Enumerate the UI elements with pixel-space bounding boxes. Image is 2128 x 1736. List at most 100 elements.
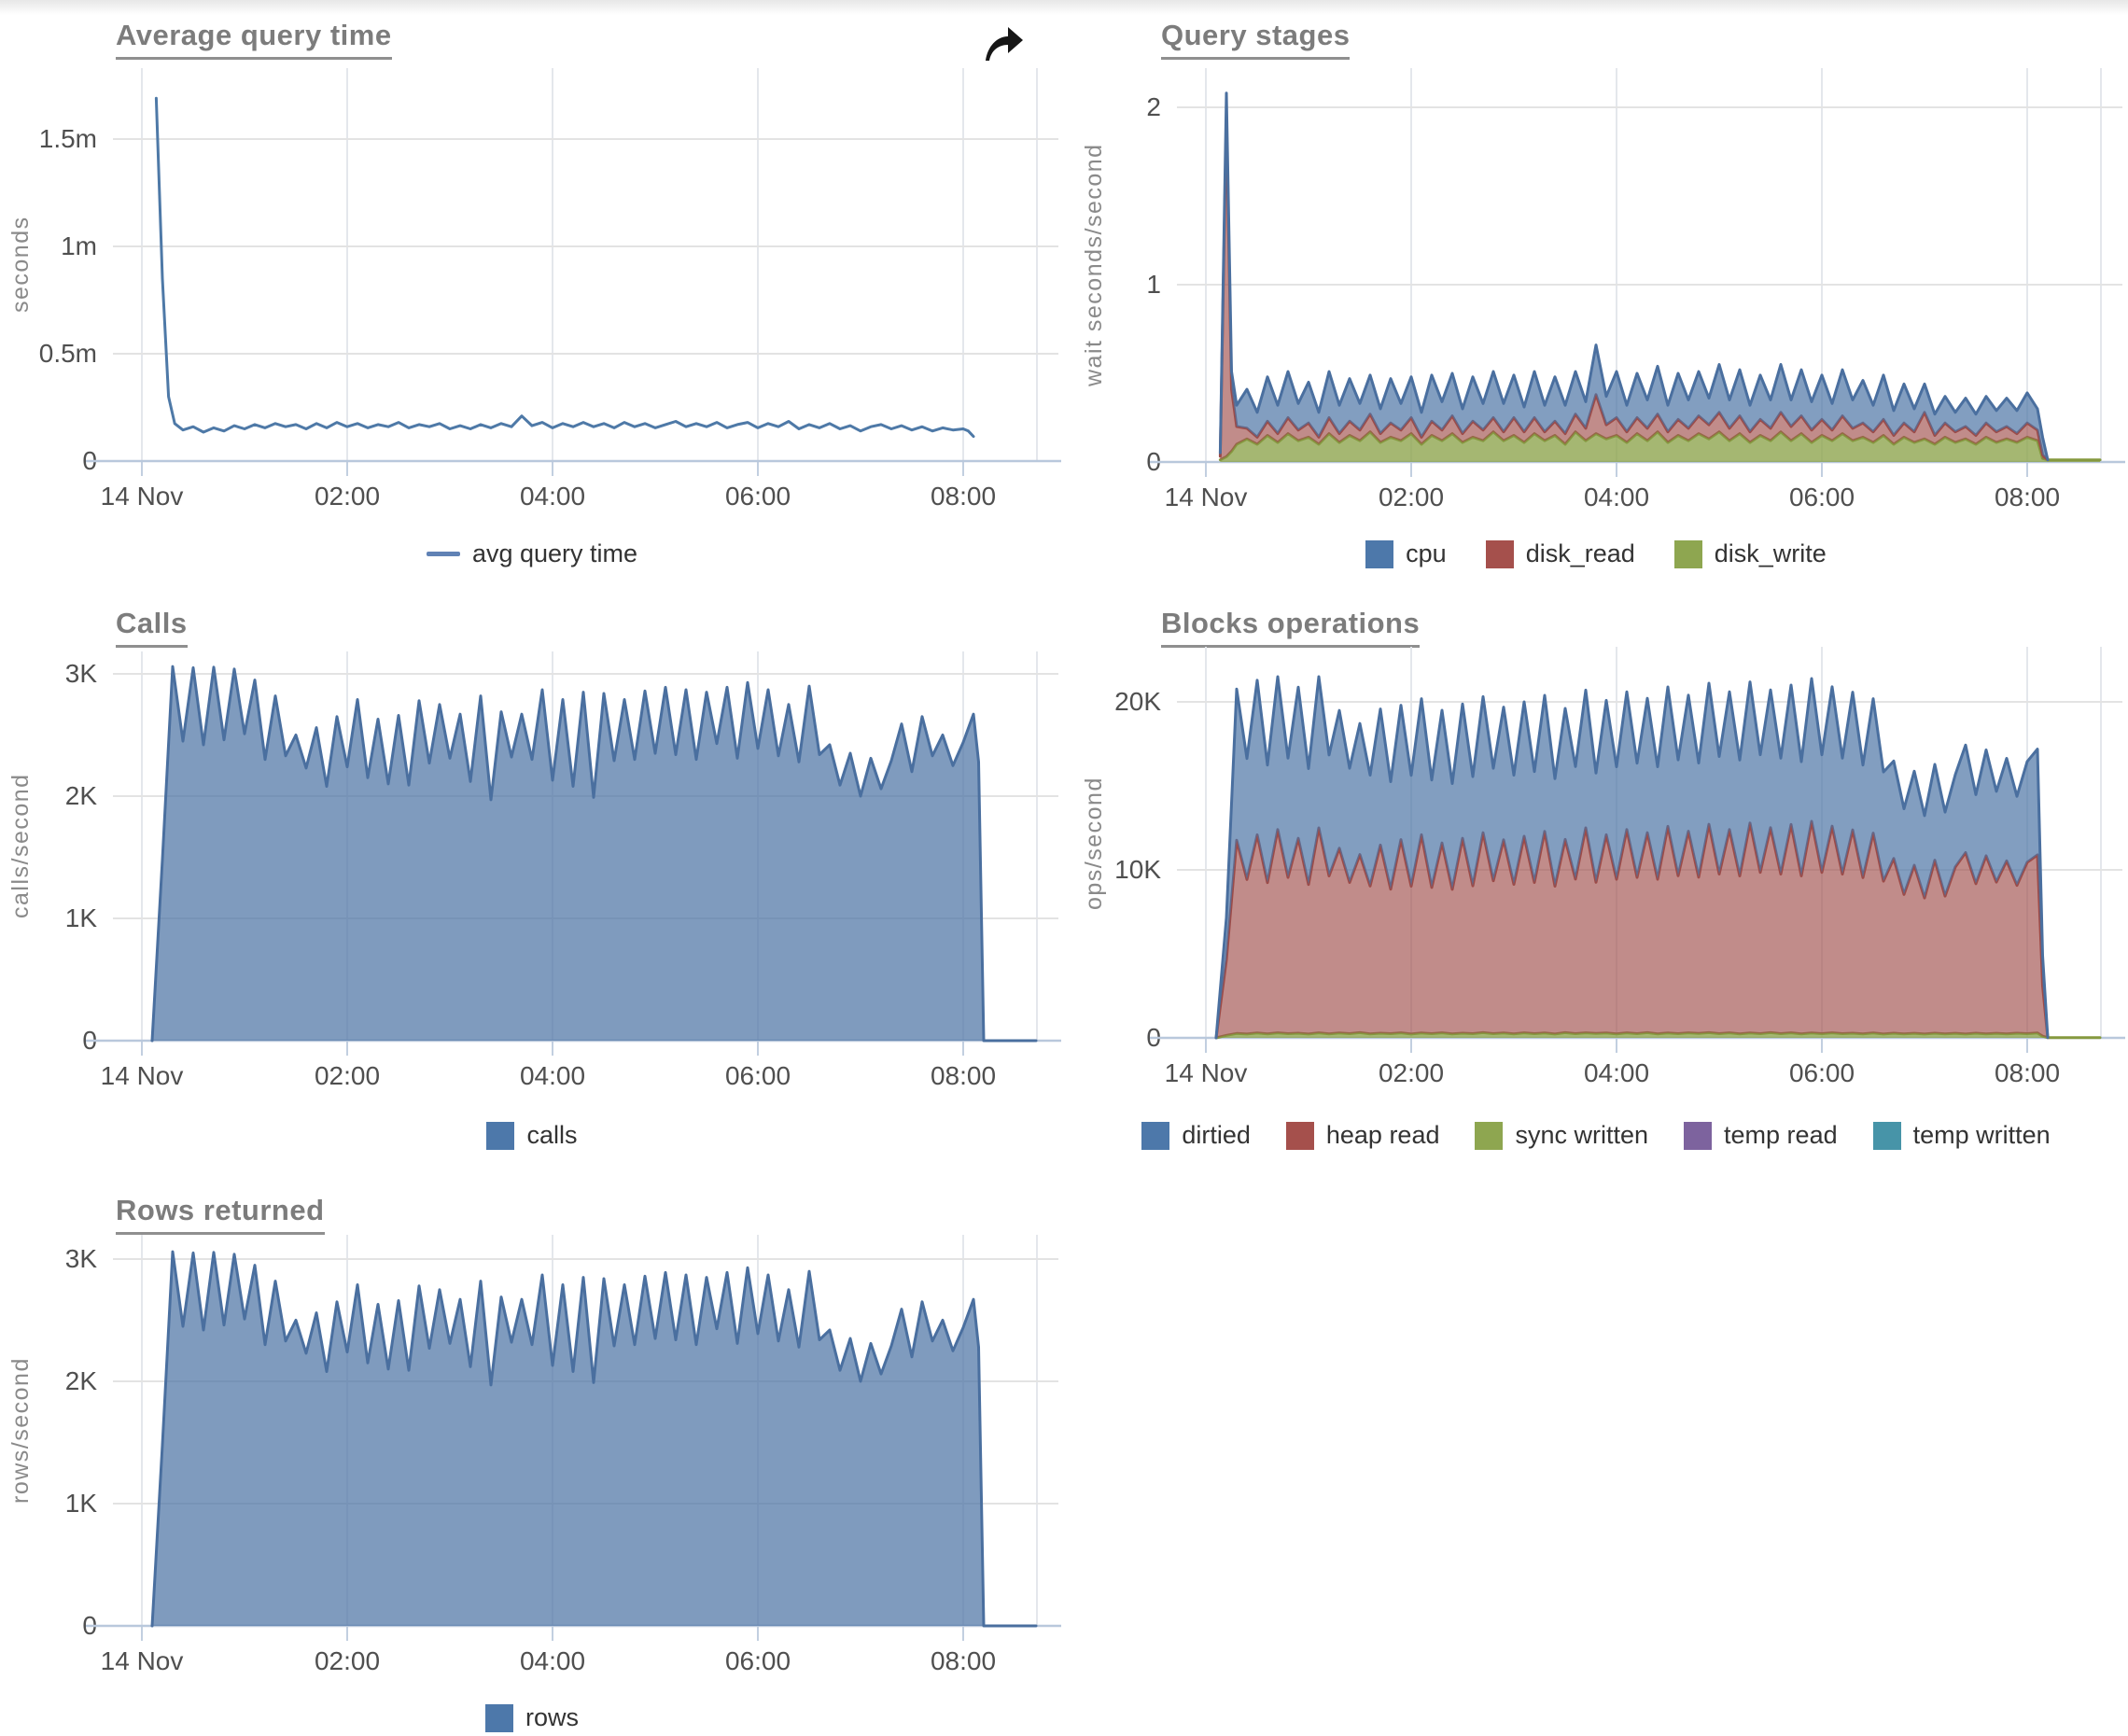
y-tick-label: 1K bbox=[65, 903, 98, 932]
y-tick-label: 3K bbox=[65, 659, 98, 688]
series-area-calls bbox=[152, 666, 1036, 1041]
y-tick-label: 2 bbox=[1146, 92, 1161, 121]
x-tick-label: 04:00 bbox=[520, 1061, 585, 1090]
y-tick-label: 20K bbox=[1114, 687, 1161, 716]
x-tick-label: 06:00 bbox=[1789, 483, 1855, 511]
series-edge-sync-written bbox=[1214, 1030, 2102, 1040]
legend-label: temp read bbox=[1724, 1121, 1838, 1149]
legend-swatch bbox=[1673, 539, 1702, 568]
legend-item-rows[interactable]: rows bbox=[484, 1703, 579, 1732]
legend-label: cpu bbox=[1406, 539, 1447, 567]
x-tick-label: 06:00 bbox=[1789, 1058, 1855, 1087]
y-tick-label: 1K bbox=[65, 1489, 98, 1518]
legend-swatch bbox=[484, 1703, 513, 1732]
legend-swatch bbox=[1475, 1121, 1504, 1150]
chart-legend: rows bbox=[0, 1703, 1064, 1732]
legend-swatch bbox=[486, 1121, 515, 1150]
legend-item-dirtied[interactable]: dirtied bbox=[1141, 1121, 1251, 1150]
legend-item-calls[interactable]: calls bbox=[486, 1121, 578, 1150]
y-tick-label: 3K bbox=[65, 1244, 98, 1273]
legend-label: disk_read bbox=[1525, 539, 1635, 567]
series-edge-calls bbox=[150, 665, 1038, 1043]
legend-item-cpu[interactable]: cpu bbox=[1365, 539, 1447, 568]
series-area-heap-read bbox=[1216, 821, 2048, 1038]
x-tick-label: 02:00 bbox=[1379, 483, 1444, 511]
series-edge-rows bbox=[150, 1250, 1038, 1628]
x-tick-label: 14 Nov bbox=[1165, 1058, 1248, 1087]
chart-title-query-stages: Query stages bbox=[1161, 19, 1351, 60]
chart-title-blocks-operations: Blocks operations bbox=[1161, 607, 1421, 648]
series-line-avg-query-time bbox=[154, 96, 975, 439]
panel-calls: Calls calls/second 14 Nov 02:00 04:00 06:00… bbox=[0, 579, 1064, 1162]
series-area-dirtied bbox=[1216, 677, 2048, 1038]
x-tick-label: 14 Nov bbox=[101, 1646, 184, 1675]
x-tick-label: 02:00 bbox=[315, 1646, 380, 1675]
x-tick-label: 04:00 bbox=[520, 1646, 585, 1675]
legend-label: heap read bbox=[1325, 1121, 1440, 1149]
y-tick-label: 10K bbox=[1114, 855, 1161, 884]
legend-item-temp-read[interactable]: temp read bbox=[1684, 1121, 1838, 1150]
y-tick-label: 2K bbox=[65, 781, 98, 810]
x-tick-label: 06:00 bbox=[725, 1646, 791, 1675]
x-tick-label: 04:00 bbox=[520, 482, 585, 511]
chart-legend: calls bbox=[0, 1121, 1064, 1150]
legend-item-disk-read[interactable]: disk_read bbox=[1485, 539, 1635, 568]
panel-blocks-operations: Blocks operations ops/second 14 Nov 02:00… bbox=[1064, 579, 2128, 1162]
legend-label: sync written bbox=[1515, 1121, 1649, 1149]
legend-item-avg-query-time[interactable]: avg query time bbox=[426, 539, 638, 568]
x-tick-label: 08:00 bbox=[931, 482, 996, 511]
chart-title-average-query-time: Average query time bbox=[116, 19, 392, 60]
legend-item-heap-read[interactable]: heap read bbox=[1285, 1121, 1440, 1150]
legend-label: dirtied bbox=[1182, 1121, 1251, 1149]
series-edge-dirtied bbox=[1214, 675, 2050, 1040]
legend-swatch bbox=[1485, 539, 1514, 568]
x-tick-label: 06:00 bbox=[725, 1061, 791, 1090]
x-tick-label: 06:00 bbox=[725, 482, 791, 511]
series-area-rows bbox=[152, 1252, 1036, 1626]
y-tick-label: 1 bbox=[1146, 270, 1161, 299]
x-tick-label: 14 Nov bbox=[101, 482, 184, 511]
legend-item-sync-written[interactable]: sync written bbox=[1475, 1121, 1648, 1150]
legend-label: avg query time bbox=[471, 539, 638, 567]
legend-label: calls bbox=[526, 1121, 578, 1149]
y-tick-label: 0.5m bbox=[39, 339, 97, 368]
chart-title-calls: Calls bbox=[116, 607, 188, 648]
y-tick-label: 1.5m bbox=[39, 124, 97, 153]
y-tick-label: 2K bbox=[65, 1366, 98, 1395]
legend-swatch bbox=[1141, 1121, 1170, 1150]
chart-legend: avg query time bbox=[0, 539, 1064, 568]
chart-title-rows-returned: Rows returned bbox=[116, 1194, 325, 1235]
panel-rows-returned: Rows returned rows/second 14 Nov 02:00 04:… bbox=[0, 1162, 1064, 1736]
x-tick-label: 08:00 bbox=[931, 1061, 996, 1090]
panel-query-stages: Query stages wait seconds/second 14 Nov 0… bbox=[1064, 0, 2128, 579]
legend-swatch bbox=[1684, 1121, 1713, 1150]
legend-swatch bbox=[1285, 1121, 1314, 1150]
chart-legend: dirtied heap read sync written temp read… bbox=[1064, 1121, 2128, 1150]
legend-label: disk_write bbox=[1714, 539, 1827, 567]
series-edge-cpu bbox=[1218, 91, 2050, 462]
legend-swatch bbox=[1365, 539, 1394, 568]
legend-item-temp-written[interactable]: temp written bbox=[1872, 1121, 2051, 1150]
x-tick-label: 02:00 bbox=[315, 482, 380, 511]
legend-swatch bbox=[1872, 1121, 1901, 1150]
x-tick-label: 02:00 bbox=[1379, 1058, 1444, 1087]
x-tick-label: 04:00 bbox=[1584, 1058, 1649, 1087]
legend-item-disk-write[interactable]: disk_write bbox=[1673, 539, 1827, 568]
legend-label: rows bbox=[525, 1703, 579, 1731]
x-tick-label: 04:00 bbox=[1584, 483, 1649, 511]
legend-label: temp written bbox=[1912, 1121, 2051, 1149]
x-tick-label: 14 Nov bbox=[1165, 483, 1248, 511]
x-tick-label: 08:00 bbox=[1995, 483, 2060, 511]
x-tick-label: 08:00 bbox=[1995, 1058, 2060, 1087]
x-tick-label: 08:00 bbox=[931, 1646, 996, 1675]
legend-line-swatch bbox=[426, 552, 460, 556]
share-icon[interactable] bbox=[980, 24, 1025, 63]
top-fade bbox=[0, 0, 2128, 15]
x-tick-label: 02:00 bbox=[315, 1061, 380, 1090]
